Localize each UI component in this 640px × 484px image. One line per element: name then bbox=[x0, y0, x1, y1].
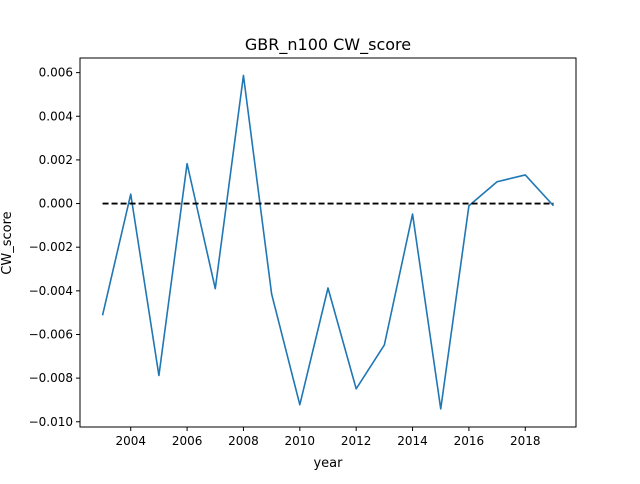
y-tick-label: 0.000 bbox=[39, 197, 73, 211]
y-tick-label: 0.004 bbox=[39, 109, 73, 123]
y-tick-label: −0.006 bbox=[29, 327, 73, 341]
y-tick-label: −0.004 bbox=[29, 284, 73, 298]
x-tick-label: 2008 bbox=[228, 434, 259, 448]
x-tick-label: 2014 bbox=[397, 434, 428, 448]
y-tick-label: −0.002 bbox=[29, 240, 73, 254]
series-line bbox=[101, 74, 555, 410]
x-axis-label: year bbox=[313, 456, 343, 471]
x-axis: 2004 2006 2008 2010 2012 2014 2016 2018 bbox=[115, 427, 541, 448]
y-axis-label: CW_score bbox=[0, 211, 15, 274]
x-tick-label: 2012 bbox=[341, 434, 372, 448]
y-tick-label: −0.010 bbox=[29, 415, 73, 429]
x-tick-label: 2004 bbox=[115, 434, 146, 448]
x-tick-label: 2016 bbox=[454, 434, 485, 448]
plot-area bbox=[79, 57, 577, 428]
chart-title: GBR_n100 CW_score bbox=[245, 35, 411, 55]
x-tick-label: 2006 bbox=[172, 434, 203, 448]
x-tick-label: 2018 bbox=[510, 434, 541, 448]
y-tick-label: −0.008 bbox=[29, 371, 73, 385]
y-tick-label: 0.002 bbox=[39, 153, 73, 167]
plot-frame bbox=[79, 57, 577, 428]
x-tick-label: 2010 bbox=[285, 434, 316, 448]
y-tick-label: 0.006 bbox=[39, 66, 73, 80]
y-axis: 0.006 0.004 0.002 0.000 −0.002 −0.004 −0.006 −0… bbox=[29, 66, 80, 429]
